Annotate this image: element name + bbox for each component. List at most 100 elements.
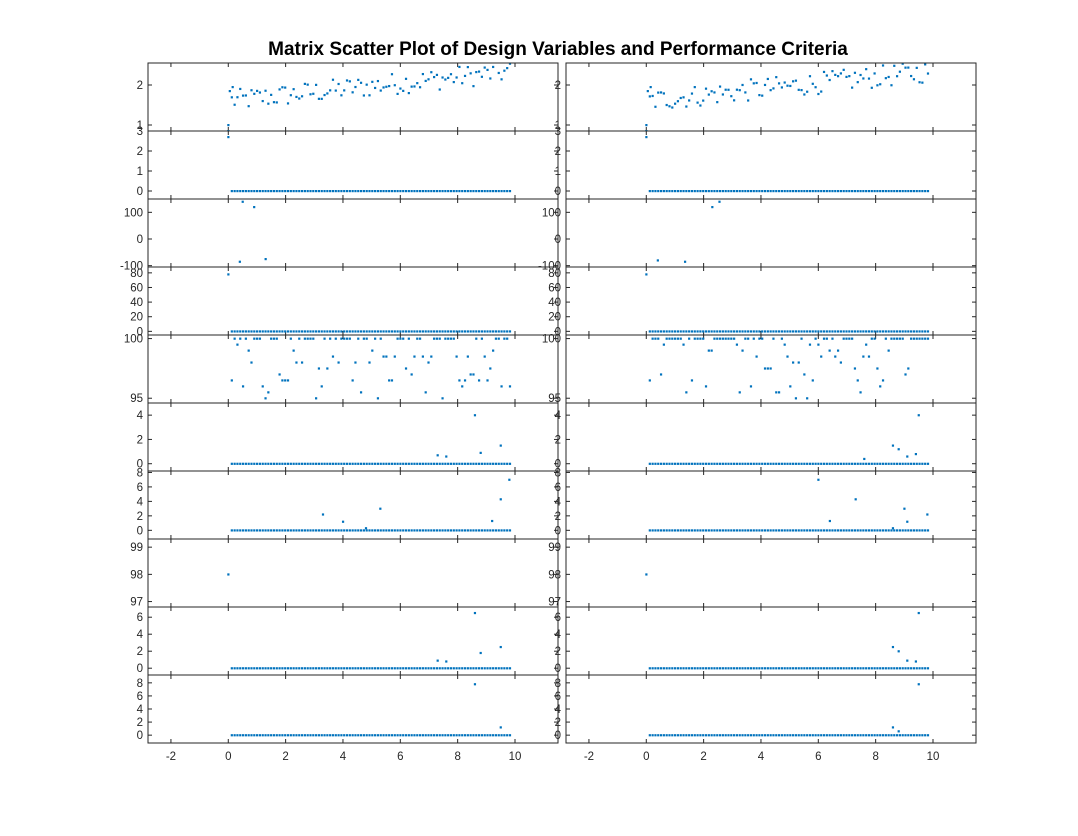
data-point	[303, 734, 306, 737]
data-point	[836, 330, 840, 333]
data-point	[721, 462, 724, 465]
data-point	[870, 667, 873, 670]
data-point	[424, 529, 427, 532]
data-point	[430, 71, 433, 74]
data-point	[696, 462, 699, 465]
data-point	[230, 96, 233, 99]
data-point	[800, 330, 803, 333]
data-point	[438, 529, 441, 532]
panel-background	[148, 199, 558, 267]
data-point	[441, 190, 444, 193]
data-point	[921, 529, 924, 532]
data-point	[458, 529, 461, 532]
data-point	[300, 190, 304, 193]
data-point	[337, 529, 340, 532]
data-point	[250, 667, 253, 670]
data-point	[859, 73, 862, 77]
data-point	[270, 667, 273, 670]
data-point	[910, 190, 913, 193]
data-point	[851, 330, 854, 333]
y-tick-label: 0	[137, 663, 143, 675]
data-point	[721, 529, 724, 532]
data-point	[758, 330, 761, 333]
data-point	[665, 462, 668, 465]
data-point	[435, 734, 439, 737]
data-point	[890, 462, 893, 465]
data-point	[447, 529, 450, 532]
data-point	[323, 734, 326, 737]
data-point	[646, 90, 649, 93]
data-point	[775, 529, 778, 532]
data-point	[800, 337, 803, 340]
data-point	[917, 683, 920, 686]
y-tick-label: 8	[555, 678, 561, 690]
data-point	[258, 91, 262, 94]
data-point	[828, 78, 831, 82]
data-point	[915, 330, 918, 333]
data-point	[256, 734, 259, 737]
data-point	[362, 337, 365, 340]
data-point	[755, 529, 758, 532]
data-point	[351, 734, 354, 737]
data-point	[853, 667, 857, 670]
data-point	[264, 330, 267, 333]
data-point	[769, 667, 772, 670]
data-point	[831, 529, 834, 532]
data-point	[292, 190, 295, 193]
data-point	[839, 330, 842, 333]
data-point	[789, 330, 792, 333]
data-point	[884, 337, 887, 340]
data-point	[312, 529, 315, 532]
data-point	[309, 529, 312, 532]
data-point	[659, 529, 663, 532]
data-point	[506, 529, 509, 532]
data-point	[227, 136, 230, 139]
y-tick-label: 6	[555, 691, 561, 703]
data-point	[910, 734, 913, 737]
data-point	[458, 190, 461, 193]
data-point	[365, 190, 368, 193]
data-point	[926, 529, 930, 532]
data-point	[278, 529, 281, 532]
data-point	[390, 73, 394, 76]
data-point	[721, 93, 724, 96]
data-point	[792, 529, 795, 532]
y-tick-label: -100	[120, 261, 143, 273]
data-point	[713, 667, 716, 670]
data-point	[783, 529, 786, 532]
data-point	[704, 190, 708, 193]
data-point	[376, 79, 380, 83]
data-point	[763, 367, 767, 370]
data-point	[413, 190, 416, 193]
data-point	[247, 462, 250, 465]
y-tick-label: 0	[137, 326, 143, 338]
data-point	[371, 80, 374, 83]
data-point	[822, 330, 826, 333]
data-point	[856, 667, 859, 670]
data-point	[648, 462, 651, 465]
data-point	[270, 337, 273, 340]
data-point	[884, 462, 887, 465]
data-point	[811, 667, 814, 670]
data-point	[758, 529, 761, 532]
data-point	[374, 86, 377, 90]
data-point	[769, 330, 772, 333]
data-point	[811, 330, 814, 333]
data-point	[343, 667, 346, 670]
data-point	[486, 734, 489, 737]
data-point	[402, 89, 405, 92]
panel-background	[566, 403, 976, 471]
y-tick-label: 97	[548, 597, 561, 609]
data-point	[421, 330, 424, 333]
data-point	[724, 190, 727, 193]
data-point	[469, 529, 472, 532]
data-point	[444, 734, 447, 737]
data-point	[865, 734, 868, 737]
data-point	[315, 83, 318, 86]
data-point	[326, 734, 329, 737]
data-point	[867, 462, 871, 465]
y-tick-label: 2	[555, 146, 561, 158]
data-point	[912, 78, 916, 81]
data-point	[236, 529, 239, 532]
data-point	[873, 72, 876, 75]
